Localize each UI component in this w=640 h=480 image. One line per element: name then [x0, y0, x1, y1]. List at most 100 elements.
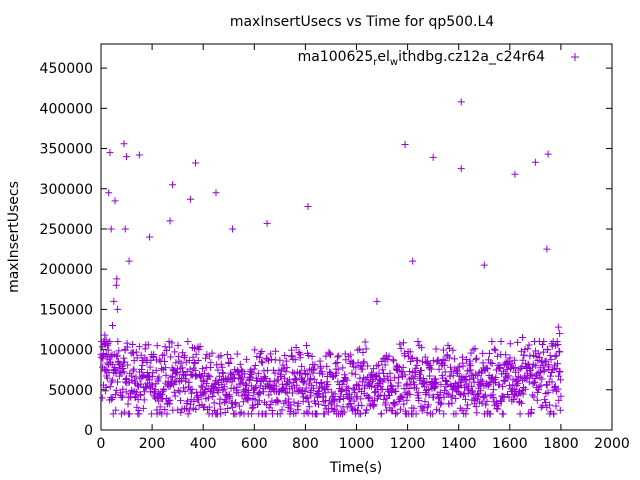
- data-point: [221, 409, 229, 417]
- data-point: [324, 386, 332, 394]
- data-point: [547, 356, 555, 364]
- data-point: [459, 391, 467, 399]
- data-point: [280, 374, 288, 382]
- data-point: [282, 368, 290, 376]
- chart-title: maxInsertUsecs vs Time for qp500.L4: [230, 14, 494, 30]
- data-point: [497, 338, 505, 346]
- data-point-outlier: [107, 225, 115, 233]
- data-point: [120, 368, 128, 376]
- data-point: [213, 377, 221, 385]
- data-point: [439, 355, 447, 363]
- data-point: [199, 365, 207, 373]
- data-point: [452, 410, 460, 418]
- data-point: [306, 376, 314, 384]
- data-point: [397, 345, 405, 353]
- data-point: [400, 400, 408, 408]
- data-point: [160, 386, 168, 394]
- data-point: [491, 346, 499, 354]
- data-point: [120, 354, 128, 362]
- data-point: [401, 371, 409, 379]
- data-point: [537, 381, 545, 389]
- data-point: [217, 405, 225, 413]
- data-point: [377, 410, 385, 418]
- data-point: [456, 390, 464, 398]
- data-point: [214, 388, 222, 396]
- data-point-outlier: [110, 297, 118, 305]
- data-point: [369, 377, 377, 385]
- data-point: [350, 397, 358, 405]
- data-point: [266, 401, 274, 409]
- data-point: [256, 353, 264, 361]
- data-point: [304, 398, 312, 406]
- data-point: [346, 399, 354, 407]
- data-point: [391, 401, 399, 409]
- data-point: [232, 399, 240, 407]
- data-point-outlier: [100, 350, 108, 358]
- data-point: [190, 359, 198, 367]
- data-point: [478, 399, 486, 407]
- data-point: [411, 381, 419, 389]
- data-point: [319, 370, 327, 378]
- data-point: [546, 372, 554, 380]
- data-point: [310, 384, 318, 392]
- data-point-outlier: [373, 297, 381, 305]
- data-point: [406, 348, 414, 356]
- y-axis: 0 50000 100000 150000 200000 250000 300000 3500…: [40, 61, 612, 439]
- data-point: [213, 361, 221, 369]
- data-point-outlier: [103, 342, 111, 350]
- data-point: [156, 403, 164, 411]
- data-point: [444, 341, 452, 349]
- data-point: [489, 386, 497, 394]
- data-point: [357, 395, 365, 403]
- data-point: [518, 362, 526, 370]
- data-point: [535, 386, 543, 394]
- data-point: [184, 397, 192, 405]
- data-point: [445, 354, 453, 362]
- data-point: [364, 362, 372, 370]
- data-point: [477, 387, 485, 395]
- data-point: [462, 355, 470, 363]
- data-point: [440, 393, 448, 401]
- data-point: [252, 383, 260, 391]
- data-point: [219, 386, 227, 394]
- data-point: [484, 382, 492, 390]
- data-point: [158, 390, 166, 398]
- data-point: [441, 357, 449, 365]
- data-point: [554, 385, 562, 393]
- data-point: [186, 365, 194, 373]
- data-point: [248, 369, 256, 377]
- data-point: [299, 378, 307, 386]
- data-point: [479, 349, 487, 357]
- data-point: [435, 407, 443, 415]
- data-point: [133, 388, 141, 396]
- data-point-outlier: [114, 305, 122, 313]
- data-point: [315, 400, 323, 408]
- data-point: [177, 409, 185, 417]
- data-point: [538, 375, 546, 383]
- data-point: [490, 345, 498, 353]
- data-point: [520, 351, 528, 359]
- data-point: [196, 342, 204, 350]
- data-point-outlier: [121, 225, 129, 233]
- data-point: [228, 371, 236, 379]
- data-point: [258, 359, 266, 367]
- data-point: [223, 375, 231, 383]
- data-point: [488, 359, 496, 367]
- data-point: [233, 350, 241, 358]
- data-point: [294, 399, 302, 407]
- data-point: [485, 349, 493, 357]
- y-tick-label: 150000: [40, 302, 93, 318]
- x-tick-label: 800: [292, 436, 319, 452]
- data-point: [210, 399, 218, 407]
- data-point: [554, 360, 562, 368]
- data-point: [462, 410, 470, 418]
- data-point: [315, 390, 323, 398]
- x-tick-label: 0: [97, 436, 106, 452]
- data-point: [358, 402, 366, 410]
- data-point: [129, 367, 137, 375]
- data-point: [121, 358, 129, 366]
- data-point: [388, 407, 396, 415]
- data-point: [414, 356, 422, 364]
- data-point: [134, 381, 142, 389]
- data-point: [546, 401, 554, 409]
